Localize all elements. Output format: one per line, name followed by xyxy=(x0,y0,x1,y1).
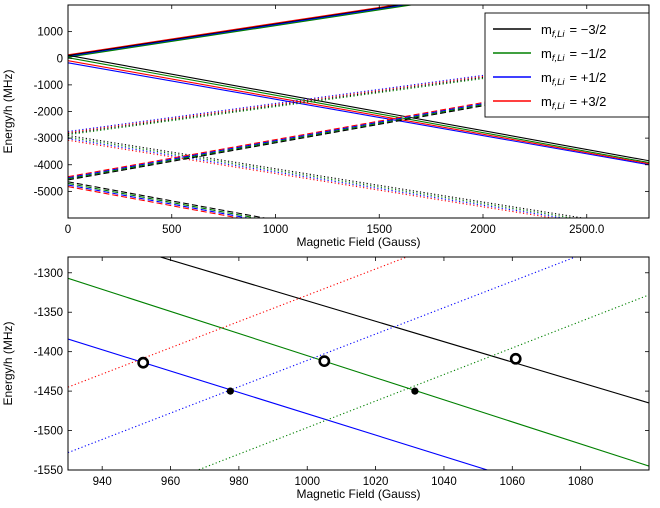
y-tick-label: -1450 xyxy=(34,386,63,398)
series-line-3 xyxy=(68,338,490,470)
legend: mf,Li = −3/2 mf,Li = −1/2 mf,Li = +1/2 mf,Li = … xyxy=(484,12,650,118)
open-marker-3 xyxy=(509,352,522,365)
x-tick-label: 980 xyxy=(229,476,248,488)
y-tick-label: -2000 xyxy=(34,107,63,119)
series-line-14 xyxy=(68,136,577,218)
y-tick-label: 0 xyxy=(57,53,63,65)
series-line-12 xyxy=(68,55,649,136)
y-tick-label: -3000 xyxy=(34,133,63,145)
series-line-13 xyxy=(68,134,587,218)
x-tick-label: 1000 xyxy=(263,224,289,236)
series-line-2 xyxy=(68,5,405,57)
y-tick-label: -4000 xyxy=(34,160,63,172)
x-tick-label: 0 xyxy=(65,224,71,236)
series-line-7 xyxy=(68,60,649,165)
open-marker-1 xyxy=(137,356,150,369)
series-line-5 xyxy=(68,257,577,454)
x-tick-label: 2000 xyxy=(470,224,496,236)
y-tick-label: -1500 xyxy=(34,426,63,438)
series-line-9 xyxy=(68,52,649,133)
x-axis-label: Magnetic Field (Gauss) xyxy=(296,235,420,249)
series-line-6 xyxy=(196,294,649,470)
filled-marker-5 xyxy=(411,387,419,395)
series-line-2 xyxy=(68,277,649,467)
series-line-4 xyxy=(68,5,415,58)
y-tick-label: 1000 xyxy=(37,27,63,39)
bottom-panel: 940 960 980 1000 1020 1040 1060 1080 -1300 -1350 -… xyxy=(1,256,650,501)
x-tick-label: 960 xyxy=(161,476,180,488)
series-line-3 xyxy=(68,5,410,57)
series-group xyxy=(68,257,649,470)
x-tick-label: 940 xyxy=(93,476,112,488)
filled-marker-4 xyxy=(226,387,234,395)
x-tick-label: 1000 xyxy=(294,476,320,488)
legend-box xyxy=(484,12,650,118)
series-line-1 xyxy=(158,257,649,404)
series-line-11 xyxy=(68,54,649,135)
x-tick-label: 1040 xyxy=(431,476,457,488)
series-line-10 xyxy=(68,53,649,134)
y-tick-label: -1300 xyxy=(34,268,63,280)
legend-entry-label: mf,Li = −1/2 xyxy=(541,46,606,64)
legend-entry-label: mf,Li = +3/2 xyxy=(541,94,606,112)
y-tick-label: -5000 xyxy=(34,186,63,198)
y-tick-label: -1550 xyxy=(34,465,63,477)
series-line-8 xyxy=(68,62,649,166)
y-axis-label: Energy/h (MHz) xyxy=(1,69,15,153)
x-tick-label: 2500.0 xyxy=(569,224,604,236)
y-tick-label: -1400 xyxy=(34,347,63,359)
x-axis-label: Magnetic Field (Gauss) xyxy=(296,487,420,501)
legend-entry-label: mf,Li = −3/2 xyxy=(541,22,606,40)
y-tick-label: -1350 xyxy=(34,307,63,319)
x-tick-label: 1080 xyxy=(568,476,594,488)
axes-frame xyxy=(67,256,650,471)
legend-entry-label: mf,Li = +1/2 xyxy=(541,70,606,88)
x-tick-label: 1020 xyxy=(363,476,389,488)
x-tick-label: 1500 xyxy=(366,224,392,236)
x-tick-label: 1060 xyxy=(499,476,525,488)
y-tick-label: -1000 xyxy=(34,80,63,92)
y-axis-label: Energy/h (MHz) xyxy=(1,321,15,405)
series-line-15 xyxy=(68,138,567,218)
series-line-6 xyxy=(68,57,649,164)
x-tick-label: 500 xyxy=(162,224,181,236)
series-line-5 xyxy=(68,54,649,162)
open-marker-2 xyxy=(318,355,331,368)
series-line-1 xyxy=(68,5,399,56)
